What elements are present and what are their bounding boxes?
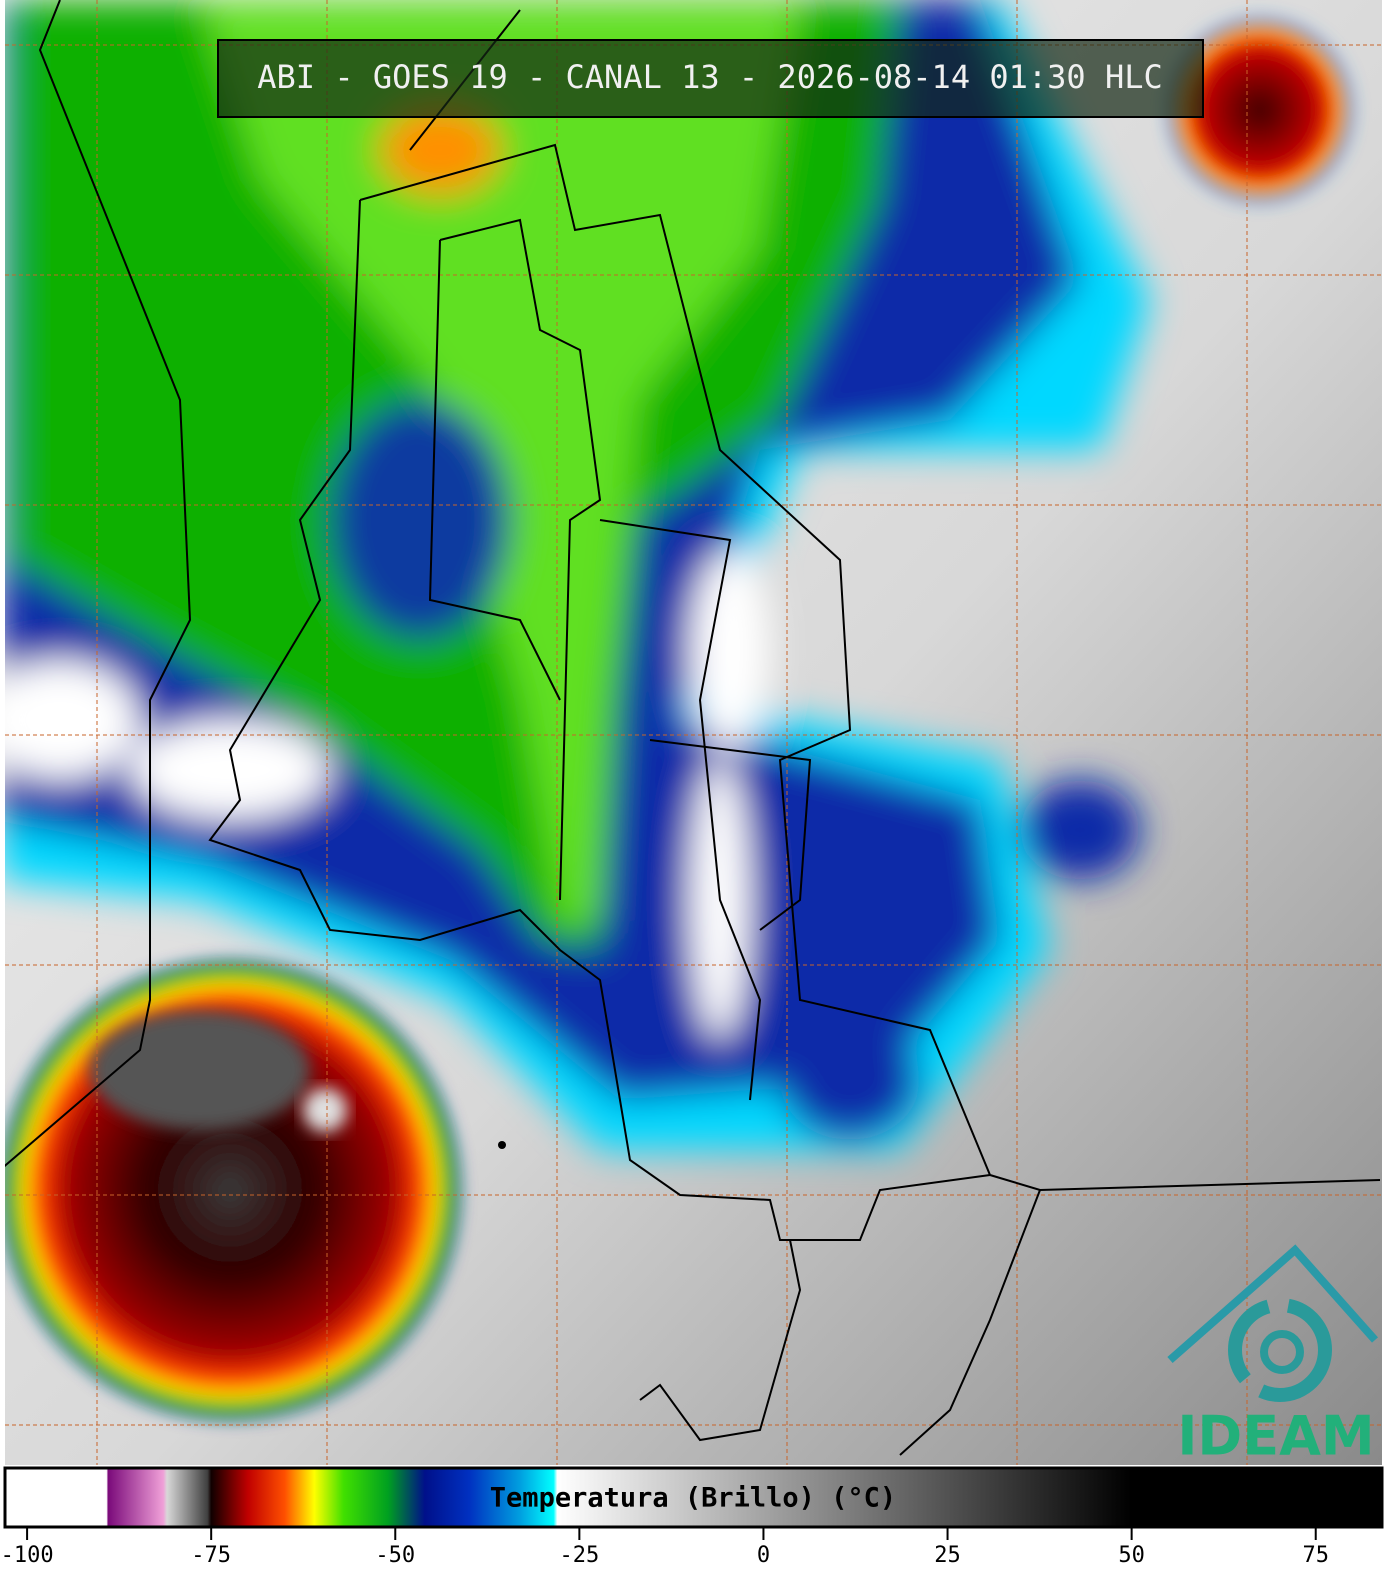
tick-label: -25	[559, 1543, 599, 1568]
borders	[5, 0, 1381, 1456]
colorbar-label: Temperatura (Brillo) (°C)	[490, 1483, 896, 1514]
tick-label: 25	[934, 1543, 961, 1568]
colorbar: Temperatura (Brillo) (°C) -100 -75 -50 -25 0…	[1, 1466, 1384, 1568]
tick-label: -100	[1, 1543, 54, 1568]
satellite-image: IDEAM	[5, 0, 1382, 1468]
tick-label: 50	[1118, 1543, 1145, 1568]
colorbar-ramp	[3, 1466, 1384, 1529]
ideam-logo: IDEAM	[1167, 1244, 1378, 1468]
title-box	[217, 39, 1204, 118]
tick-label: -50	[375, 1543, 415, 1568]
title: ABI - GOES 19 - CANAL 13 - 2026-08-14 01…	[257, 58, 1162, 96]
tick-label: -75	[191, 1543, 231, 1568]
logo-text: IDEAM	[1177, 1405, 1374, 1468]
tick-label: 75	[1302, 1543, 1329, 1568]
tick-label: 0	[757, 1543, 770, 1568]
